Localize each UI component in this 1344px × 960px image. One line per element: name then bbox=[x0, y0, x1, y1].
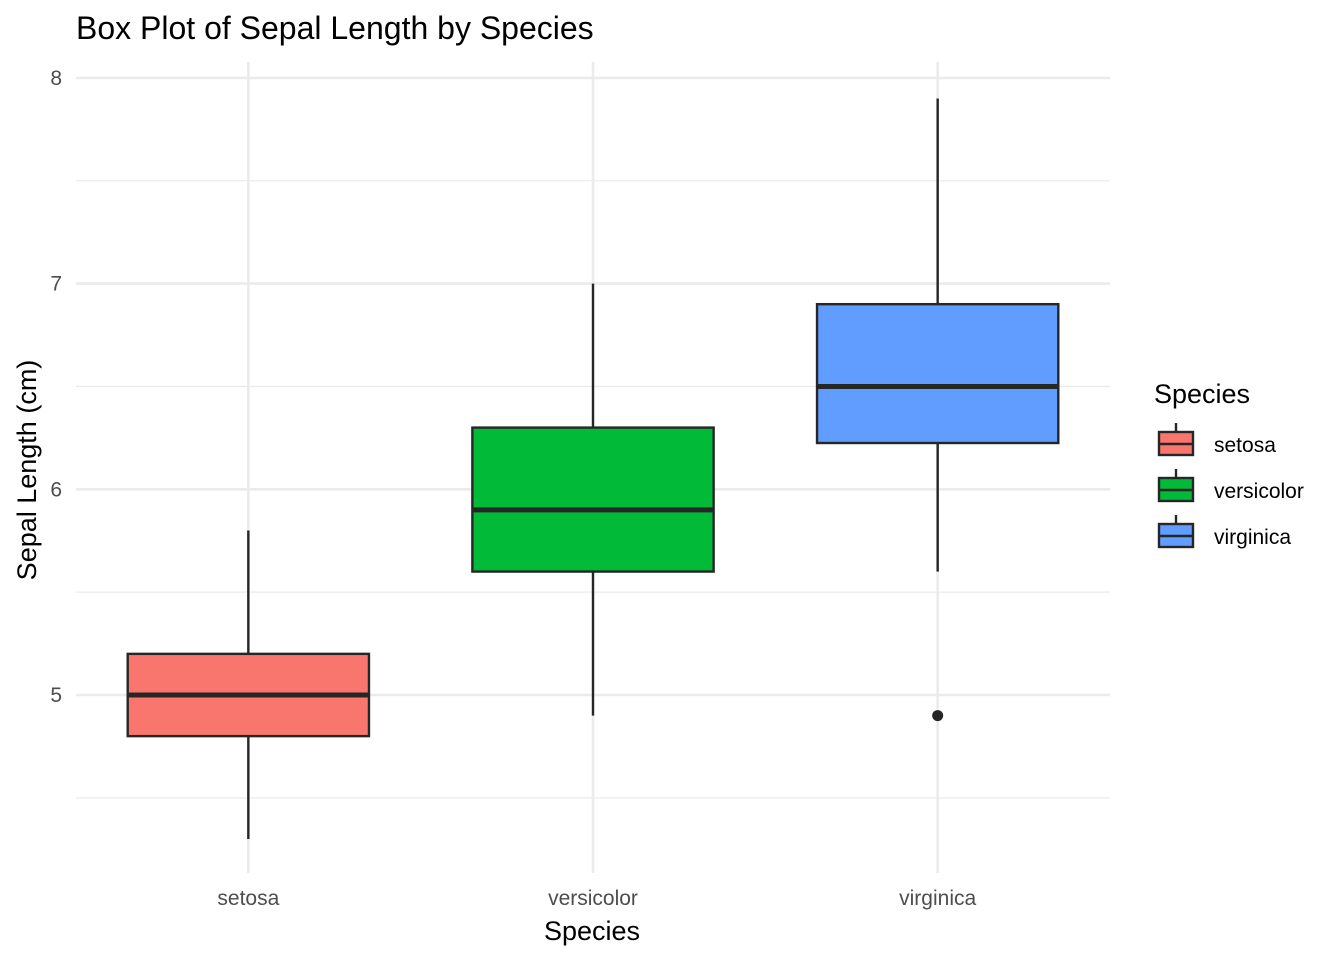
legend-label: setosa bbox=[1214, 434, 1276, 457]
box-virginica bbox=[815, 98, 1060, 722]
iqr-box bbox=[815, 302, 1060, 445]
box-marks bbox=[126, 98, 1060, 839]
tick-labels: 5 6 7 8 setosa versicolor virginica bbox=[50, 67, 976, 910]
legend-item-setosa: setosa bbox=[1157, 423, 1276, 457]
x-axis-title: Species bbox=[544, 916, 640, 946]
y-tick-label: 8 bbox=[50, 67, 62, 90]
y-tick-label: 6 bbox=[50, 478, 62, 501]
plot-area: 5 6 7 8 setosa versicolor virginica bbox=[50, 62, 1110, 910]
x-tick-label: setosa bbox=[217, 887, 279, 910]
y-tick-label: 5 bbox=[50, 684, 62, 707]
legend-item-versicolor: versicolor bbox=[1157, 469, 1304, 503]
legend-label: versicolor bbox=[1214, 480, 1304, 503]
y-tick-label: 7 bbox=[50, 273, 62, 296]
iqr-box bbox=[471, 426, 715, 573]
box-setosa bbox=[126, 530, 371, 839]
legend-title: Species bbox=[1154, 379, 1250, 409]
x-tick-label: virginica bbox=[899, 887, 976, 910]
legend: Species setosa versicolor virginica bbox=[1154, 379, 1304, 549]
chart-title: Box Plot of Sepal Length by Species bbox=[76, 10, 594, 46]
y-axis-title: Sepal Length (cm) bbox=[12, 360, 42, 581]
legend-label: virginica bbox=[1214, 526, 1291, 549]
x-tick-label: versicolor bbox=[548, 887, 638, 910]
outlier-point bbox=[932, 710, 944, 722]
box-versicolor bbox=[471, 283, 715, 716]
legend-item-virginica: virginica bbox=[1157, 515, 1291, 549]
